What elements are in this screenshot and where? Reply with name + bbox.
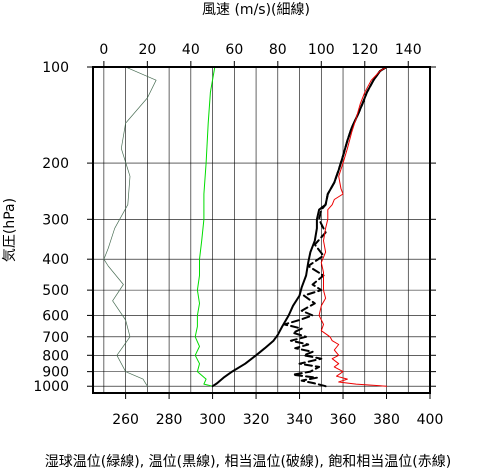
y-tick-label-800: 800 xyxy=(42,348,69,364)
bottom-tick-label-280: 280 xyxy=(156,412,183,428)
series-line-theta_es xyxy=(318,66,387,387)
bottom-axis-ticks: 260 280 300 320 340 360 380 400 xyxy=(112,393,443,428)
y-axis-label: 気圧(hPa) xyxy=(2,198,18,262)
y-tick-label-900: 900 xyxy=(42,365,69,381)
y-tick-label-300: 300 xyxy=(42,212,69,228)
y-tick-label-100: 100 xyxy=(42,60,69,76)
top-axis-label: 風速 (m/s)(細線) xyxy=(202,2,310,18)
top-tick-label-0: 0 xyxy=(99,42,108,58)
bottom-axis-label: 湿球温位(緑線), 温位(黒線), 相当温位(破線), 飽和相当温位(赤線) xyxy=(45,453,451,470)
y-tick-label-700: 700 xyxy=(42,330,69,346)
top-tick-label-60: 60 xyxy=(225,42,243,58)
top-tick-label-100: 100 xyxy=(308,42,335,58)
top-tick-label-40: 40 xyxy=(182,42,200,58)
top-tick-label-120: 120 xyxy=(351,42,378,58)
series-line-theta_e xyxy=(283,66,388,388)
bottom-tick-label-300: 300 xyxy=(199,412,226,428)
bottom-tick-label-340: 340 xyxy=(286,412,313,428)
bottom-tick-label-320: 320 xyxy=(243,412,270,428)
y-tick-label-500: 500 xyxy=(42,283,69,299)
y-tick-label-400: 400 xyxy=(42,252,69,268)
series-layer xyxy=(103,66,388,388)
series-line-wet_bulb xyxy=(194,66,216,387)
bottom-tick-label-380: 380 xyxy=(373,412,400,428)
series-line-wind xyxy=(103,66,157,387)
grid-lines xyxy=(93,66,431,393)
top-tick-label-20: 20 xyxy=(138,42,156,58)
top-axis-ticks: 0 20 40 60 80 100 120 140 xyxy=(99,42,422,67)
y-tick-label-200: 200 xyxy=(42,156,69,172)
top-tick-label-140: 140 xyxy=(395,42,422,58)
bottom-tick-label-400: 400 xyxy=(417,412,444,428)
y-tick-label-1000: 1000 xyxy=(33,379,69,395)
y-tick-label-600: 600 xyxy=(42,308,69,324)
top-tick-label-80: 80 xyxy=(269,42,287,58)
bottom-tick-label-260: 260 xyxy=(112,412,139,428)
plot-frame xyxy=(92,66,431,394)
bottom-tick-label-360: 360 xyxy=(330,412,357,428)
